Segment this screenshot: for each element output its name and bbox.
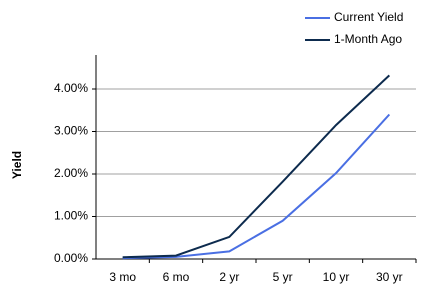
legend-label: Current Yield — [334, 10, 403, 24]
y-tick-label: 3.00% — [54, 124, 88, 138]
x-tick-label: 2 yr — [219, 270, 239, 284]
x-tick-label: 10 yr — [323, 270, 350, 284]
y-tick-label: 4.00% — [54, 81, 88, 95]
x-tick-label: 5 yr — [273, 270, 293, 284]
x-tick-label: 30 yr — [376, 270, 403, 284]
series-line — [122, 113, 391, 260]
y-axis-label: Yield — [10, 151, 24, 179]
legend-label: 1-Month Ago — [334, 32, 402, 46]
x-tick-label: 3 mo — [109, 270, 136, 284]
y-tick-label: 0.00% — [54, 251, 88, 265]
y-tick-label: 2.00% — [54, 166, 88, 180]
x-tick-label: 6 mo — [163, 270, 190, 284]
series-line — [122, 74, 391, 259]
y-tick-label: 1.00% — [54, 209, 88, 223]
